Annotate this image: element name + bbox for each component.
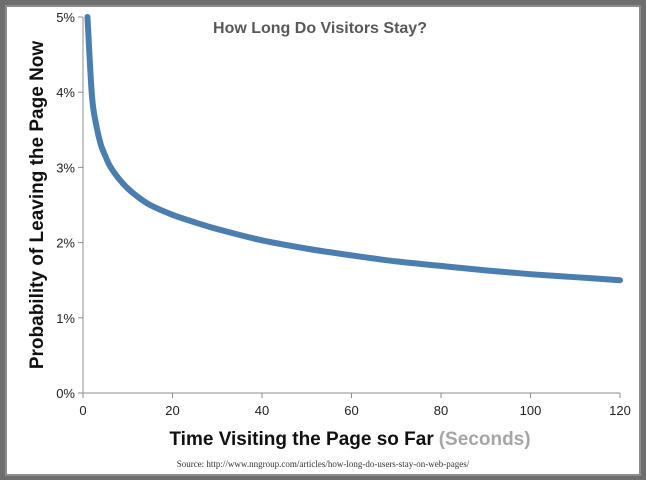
- chart-title: How Long Do Visitors Stay?: [213, 20, 427, 37]
- x-tick-label: 20: [165, 403, 179, 418]
- x-tick-label: 100: [520, 403, 542, 418]
- chart-frame: [5, 5, 641, 476]
- y-tick-label: 5%: [56, 10, 75, 25]
- x-tick-label: 40: [255, 403, 269, 418]
- x-tick-label: 0: [79, 403, 86, 418]
- x-ticks: 0 20 40 60 80 100 120: [79, 393, 631, 418]
- y-tick-label: 3%: [56, 160, 75, 175]
- x-tick-label: 120: [609, 403, 631, 418]
- y-tick-label: 1%: [56, 311, 75, 326]
- y-tick-label: 2%: [56, 236, 75, 251]
- x-axis-label: Time Visiting the Page so Far (Seconds): [169, 429, 530, 450]
- y-ticks: 0% 1% 2% 3% 4% 5%: [56, 10, 83, 401]
- x-tick-label: 60: [344, 403, 358, 418]
- x-tick-label: 80: [434, 403, 448, 418]
- y-axis-label: Probability of Leaving the Page Now: [27, 41, 48, 370]
- x-axis-label-main: Time Visiting the Page so Far: [169, 429, 434, 450]
- x-axis-label-suffix: (Seconds): [439, 429, 531, 450]
- y-tick-label: 0%: [56, 386, 75, 401]
- source-citation: Source: http://www.nngroup.com/articles/…: [176, 459, 470, 469]
- series-line: [84, 14, 623, 284]
- y-tick-label: 4%: [56, 85, 75, 100]
